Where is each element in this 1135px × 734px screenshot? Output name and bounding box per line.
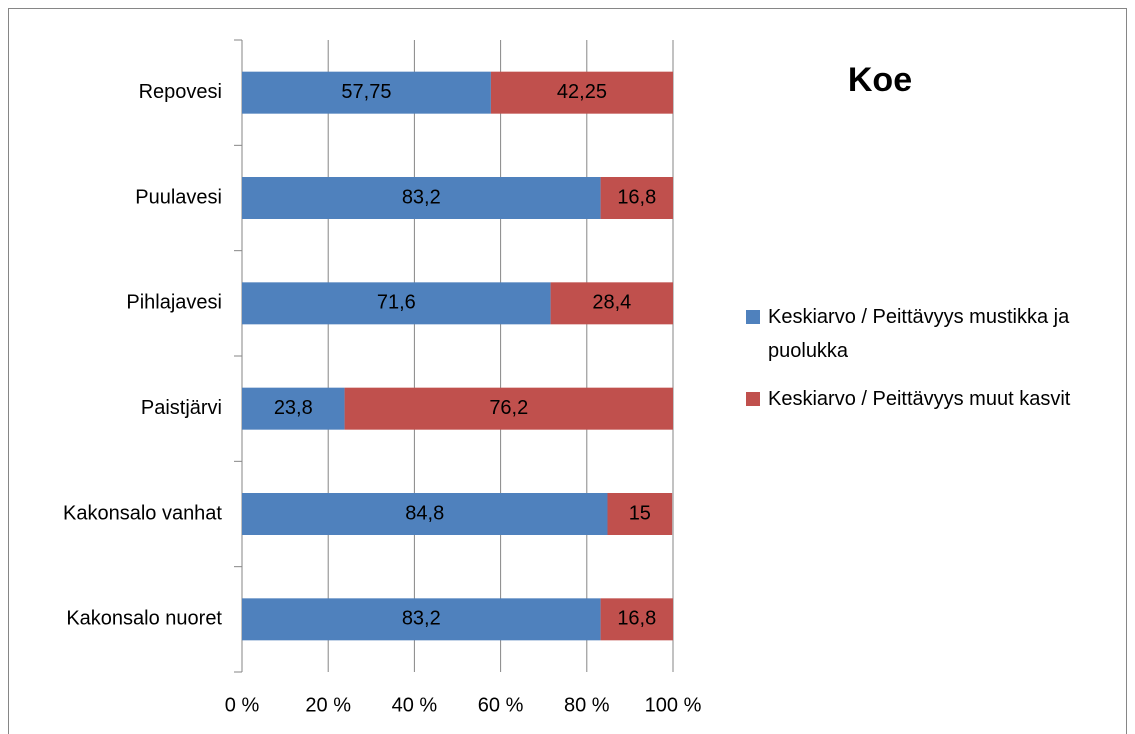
bar-segment xyxy=(600,177,673,219)
data-label: 16,8 xyxy=(617,186,656,208)
data-label: 23,8 xyxy=(274,397,313,419)
legend-label: Keskiarvo / Peittävyys muut kasvit xyxy=(768,388,1071,410)
bar-segment xyxy=(550,282,673,325)
x-tick-label: 20 % xyxy=(305,694,351,716)
data-label: 28,4 xyxy=(592,292,631,314)
y-tick-label: Paistjärvi xyxy=(141,397,222,419)
data-label: 83,2 xyxy=(402,608,441,630)
legend-swatch xyxy=(746,392,760,406)
bar-segment xyxy=(242,282,551,325)
data-label: 76,2 xyxy=(489,397,528,419)
data-label: 15 xyxy=(629,502,651,524)
data-label: 83,2 xyxy=(402,186,441,208)
legend-item: Keskiarvo / Peittävyys mustikka ja puolu… xyxy=(746,300,1126,368)
bar-segment xyxy=(242,598,601,641)
y-tick-label: Repovesi xyxy=(139,81,222,103)
bar-segment xyxy=(242,387,345,430)
data-label: 42,25 xyxy=(557,81,607,103)
bar-segment xyxy=(600,598,673,641)
bar-segment xyxy=(242,71,491,114)
y-tick-label: Puulavesi xyxy=(135,186,222,208)
data-label: 57,75 xyxy=(341,81,391,103)
y-tick-label: Kakonsalo vanhat xyxy=(63,502,222,524)
y-tick-label: Pihlajavesi xyxy=(126,292,222,314)
x-tick-label: 0 % xyxy=(225,694,260,716)
legend-swatch xyxy=(746,310,760,324)
x-tick-label: 60 % xyxy=(478,694,524,716)
legend-item: Keskiarvo / Peittävyys muut kasvit xyxy=(746,382,1126,416)
bar-segment xyxy=(242,177,601,219)
data-label: 16,8 xyxy=(617,608,656,630)
bar-segment xyxy=(607,493,673,535)
legend-label: Keskiarvo / Peittävyys mustikka ja puolu… xyxy=(768,306,1070,362)
y-tick-label: Kakonsalo nuoret xyxy=(66,608,222,630)
chart-border xyxy=(8,8,1127,734)
data-label: 84,8 xyxy=(405,502,444,524)
chart-title: Koe xyxy=(848,61,912,99)
bar-segment xyxy=(344,387,673,430)
bar-segment xyxy=(490,71,673,114)
data-label: 71,6 xyxy=(377,292,416,314)
x-tick-label: 80 % xyxy=(564,694,610,716)
bar-segment xyxy=(242,493,608,535)
x-tick-label: 100 % xyxy=(645,694,702,716)
x-tick-label: 40 % xyxy=(392,694,438,716)
